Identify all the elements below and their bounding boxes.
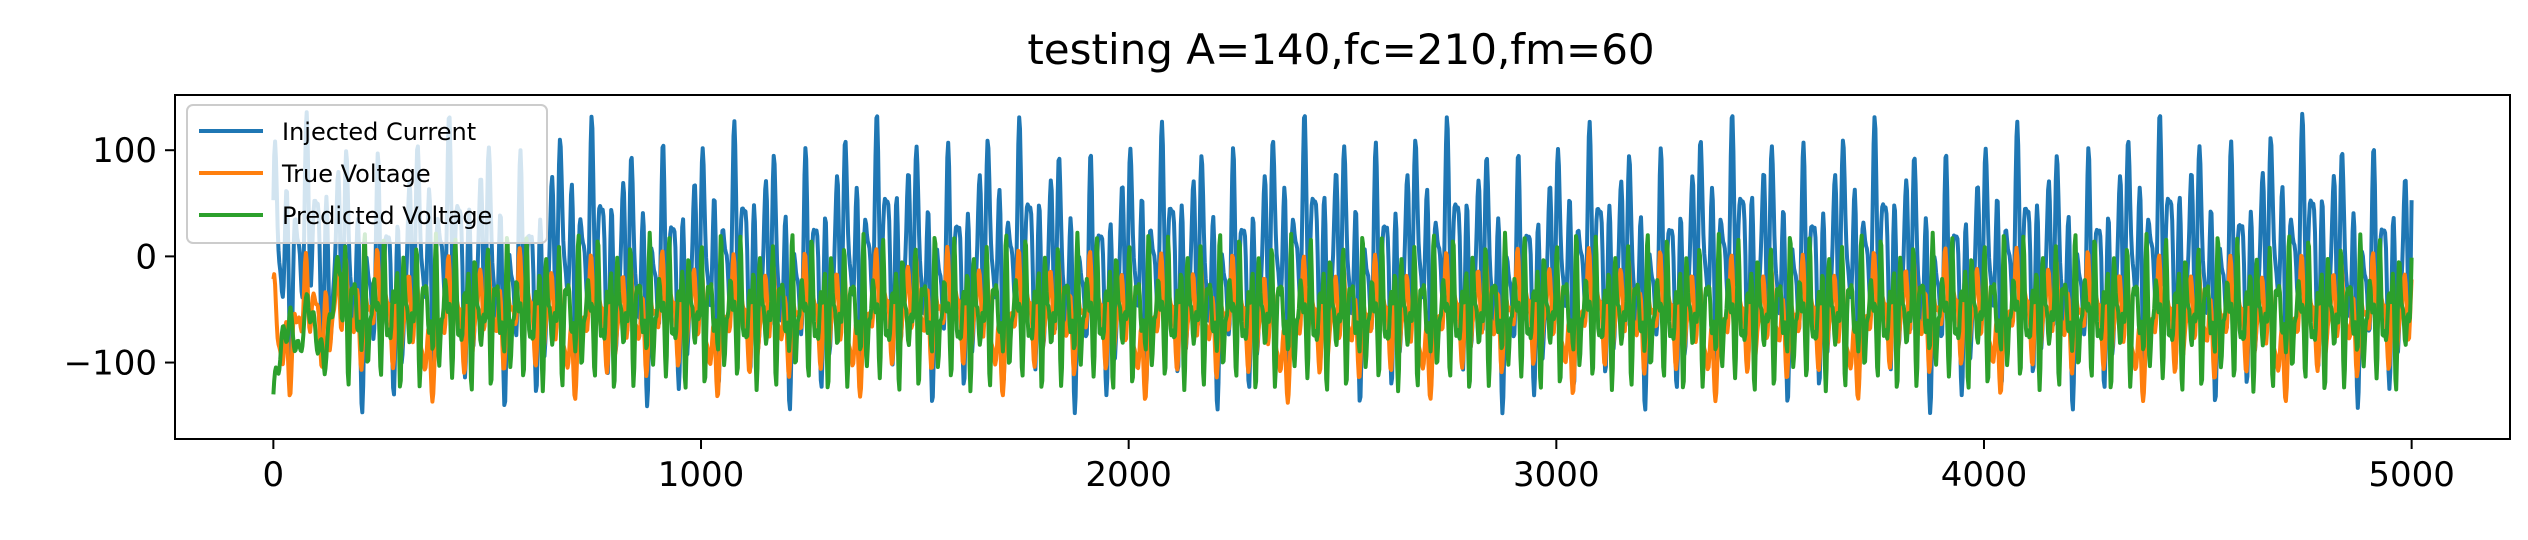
legend: Injected Current True Voltage Predicted Vo…	[186, 104, 548, 244]
x-tick-label: 2000	[1085, 455, 1172, 495]
y-tick-label: −100	[64, 344, 157, 384]
axes-frame	[174, 94, 2511, 440]
y-tick-label: 0	[135, 237, 157, 277]
x-tick-label: 1000	[658, 455, 745, 495]
chart-title: testing A=140,fc=210,fm=60	[1027, 25, 1654, 74]
series-layer	[271, 110, 2414, 416]
x-tick-label: 5000	[2368, 455, 2455, 495]
legend-label-injected-current: Injected Current	[282, 118, 476, 146]
legend-label-predicted-voltage: Predicted Voltage	[282, 202, 492, 230]
y-tick-label: 100	[92, 131, 157, 171]
series-line-injected-current	[271, 110, 2414, 416]
x-tick-label: 4000	[1941, 455, 2028, 495]
plot-area	[174, 94, 2511, 440]
x-axis: 0 1000 2000 3000 4000 5000	[263, 439, 2455, 495]
legend-box	[186, 104, 548, 244]
series-line-predicted-voltage	[271, 230, 2414, 395]
x-tick-label: 3000	[1513, 455, 1600, 495]
legend-label-true-voltage: True Voltage	[281, 160, 431, 188]
x-tick-label: 0	[263, 455, 285, 495]
y-axis: −100 0 100	[64, 131, 175, 384]
